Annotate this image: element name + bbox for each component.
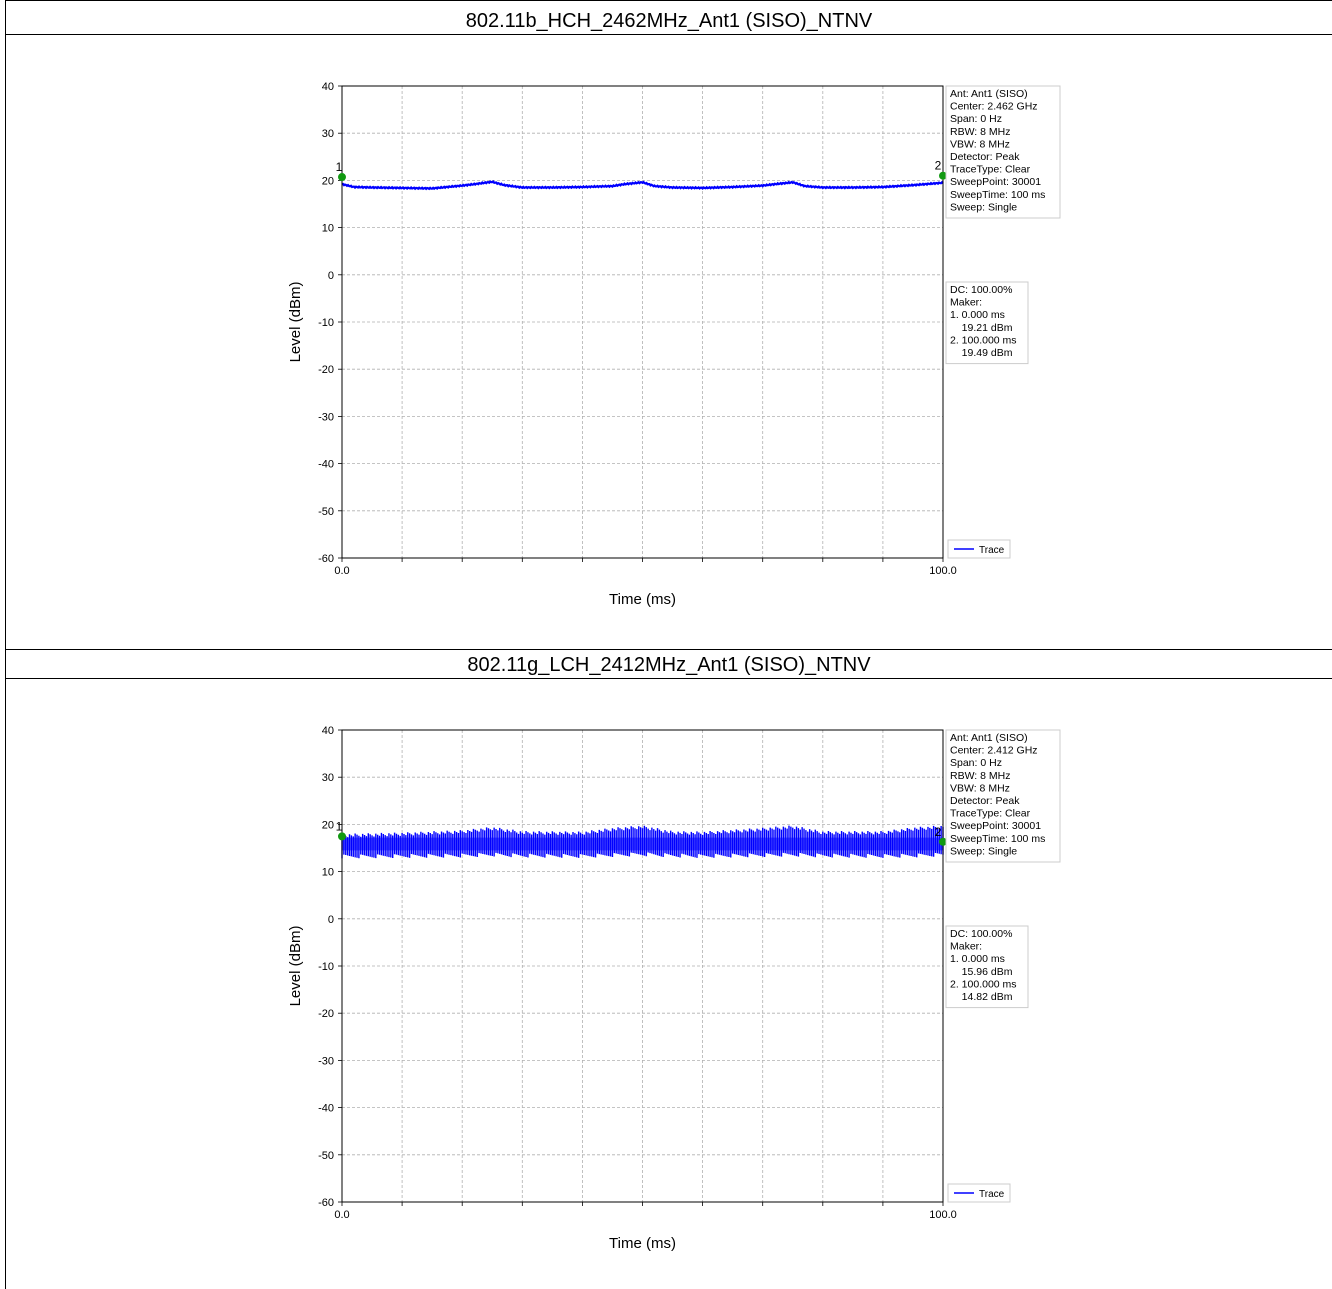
chart-1: 40 30 20 10 0 -10 -20 -30 -40 -50 -600.0 100.0 1 2 Tim… <box>287 81 1061 608</box>
legend-label: Trace <box>979 545 1005 556</box>
y-tick-label: 0 <box>328 270 334 282</box>
marker-readout-box <box>945 925 1029 1009</box>
settings-line: Center: 2.462 GHz <box>950 101 1038 113</box>
settings-line: Ant: Ant1 (SISO) <box>950 88 1028 100</box>
chart-2: 40 30 20 10 0 -10 -20 -30 -40 -50 -600.0 100.0 1 2 Tim… <box>287 725 1061 1252</box>
settings-line: TraceType: Clear <box>950 808 1031 820</box>
marker-readout-line: DC: 100.00% <box>950 284 1012 296</box>
y-tick-label: 10 <box>322 223 334 235</box>
settings-line: SweepTime: 100 ms <box>950 189 1045 201</box>
x-axis-label: Time (ms) <box>609 591 676 608</box>
report-frame <box>5 0 1332 1289</box>
settings-line: Detector: Peak <box>950 795 1020 807</box>
y-tick-label: 20 <box>322 175 334 187</box>
settings-line: Sweep: Single <box>950 201 1017 213</box>
y-tick-label: -10 <box>318 317 334 329</box>
y-tick-label: -40 <box>318 1103 334 1115</box>
marker-readout-line: Maker: <box>950 297 982 309</box>
y-tick-label: -60 <box>318 1197 334 1209</box>
marker-label-2: 2 <box>935 825 942 839</box>
y-tick-label: 20 <box>322 819 334 831</box>
y-tick-label: -30 <box>318 1055 334 1067</box>
y-axis-label: Level (dBm) <box>287 282 304 363</box>
y-tick-label: -30 <box>318 411 334 423</box>
settings-line: VBW: 8 MHz <box>950 782 1010 794</box>
y-tick-label: 10 <box>322 867 334 879</box>
marker-label-1: 1 <box>336 160 343 174</box>
settings-line: Span: 0 Hz <box>950 757 1002 769</box>
y-tick-label: 40 <box>322 725 334 737</box>
legend-label: Trace <box>979 1189 1005 1200</box>
marker-readout-line: 2. 100.000 ms <box>950 978 1017 990</box>
marker-readout-line: Maker: <box>950 941 982 953</box>
marker-2 <box>939 837 947 846</box>
marker-readout-line: 2. 100.000 ms <box>950 334 1017 346</box>
settings-line: TraceType: Clear <box>950 164 1031 176</box>
y-tick-label: 0 <box>328 914 334 926</box>
settings-line: SweepTime: 100 ms <box>950 833 1045 845</box>
settings-line: Center: 2.412 GHz <box>950 745 1038 757</box>
legend-box <box>947 539 1011 559</box>
plot-frame <box>341 85 944 559</box>
marker-2 <box>939 171 947 180</box>
chart-1-title: 802.11b_HCH_2462MHz_Ant1 (SISO)_NTNV <box>465 10 873 32</box>
x-tick-label: 0.0 <box>334 1209 349 1221</box>
y-tick-label: -50 <box>318 1150 334 1162</box>
y-tick-label: -20 <box>318 1008 334 1020</box>
settings-line: Ant: Ant1 (SISO) <box>950 732 1028 744</box>
settings-line: VBW: 8 MHz <box>950 138 1010 150</box>
marker-readout-line: 15.96 dBm <box>950 966 1013 978</box>
settings-line: SweepPoint: 30001 <box>950 820 1041 832</box>
y-tick-label: 30 <box>322 128 334 140</box>
x-tick-label: 100.0 <box>929 565 957 577</box>
marker-readout-line: 19.21 dBm <box>950 322 1013 334</box>
title-2-underline <box>6 678 1332 679</box>
legend-box <box>947 1183 1011 1203</box>
marker-1 <box>338 173 346 182</box>
settings-box <box>945 729 1061 863</box>
x-axis-label: Time (ms) <box>609 1235 676 1252</box>
x-tick-label: 0.0 <box>334 565 349 577</box>
marker-readout-line: 14.82 dBm <box>950 991 1013 1003</box>
marker-readout-box <box>945 281 1029 365</box>
x-tick-label: 100.0 <box>929 1209 957 1221</box>
marker-label-2: 2 <box>935 159 942 173</box>
settings-line: RBW: 8 MHz <box>950 770 1010 782</box>
trace-band <box>342 837 943 851</box>
y-tick-label: 30 <box>322 772 334 784</box>
settings-line: Sweep: Single <box>950 845 1017 857</box>
y-tick-label: -10 <box>318 961 334 973</box>
settings-line: Detector: Peak <box>950 151 1020 163</box>
y-tick-label: -20 <box>318 364 334 376</box>
marker-readout-line: 19.49 dBm <box>950 347 1013 359</box>
y-axis-label: Level (dBm) <box>287 926 304 1007</box>
settings-line: SweepPoint: 30001 <box>950 176 1041 188</box>
marker-readout-line: DC: 100.00% <box>950 928 1012 940</box>
trace-line <box>341 180 944 191</box>
y-tick-label: -60 <box>318 553 334 565</box>
title-1-underline <box>6 34 1332 35</box>
y-tick-label: -40 <box>318 459 334 471</box>
plot-frame <box>341 729 944 1203</box>
chart-2-title: 802.11g_LCH_2412MHz_Ant1 (SISO)_NTNV <box>467 654 871 676</box>
marker-readout-line: 1. 0.000 ms <box>950 309 1005 321</box>
y-tick-label: 40 <box>322 81 334 93</box>
marker-1 <box>338 832 346 841</box>
section-divider <box>6 649 1332 650</box>
settings-line: Span: 0 Hz <box>950 113 1002 125</box>
y-tick-label: -50 <box>318 506 334 518</box>
settings-line: RBW: 8 MHz <box>950 126 1010 138</box>
marker-readout-line: 1. 0.000 ms <box>950 953 1005 965</box>
marker-label-1: 1 <box>336 819 343 833</box>
settings-box <box>945 85 1061 219</box>
